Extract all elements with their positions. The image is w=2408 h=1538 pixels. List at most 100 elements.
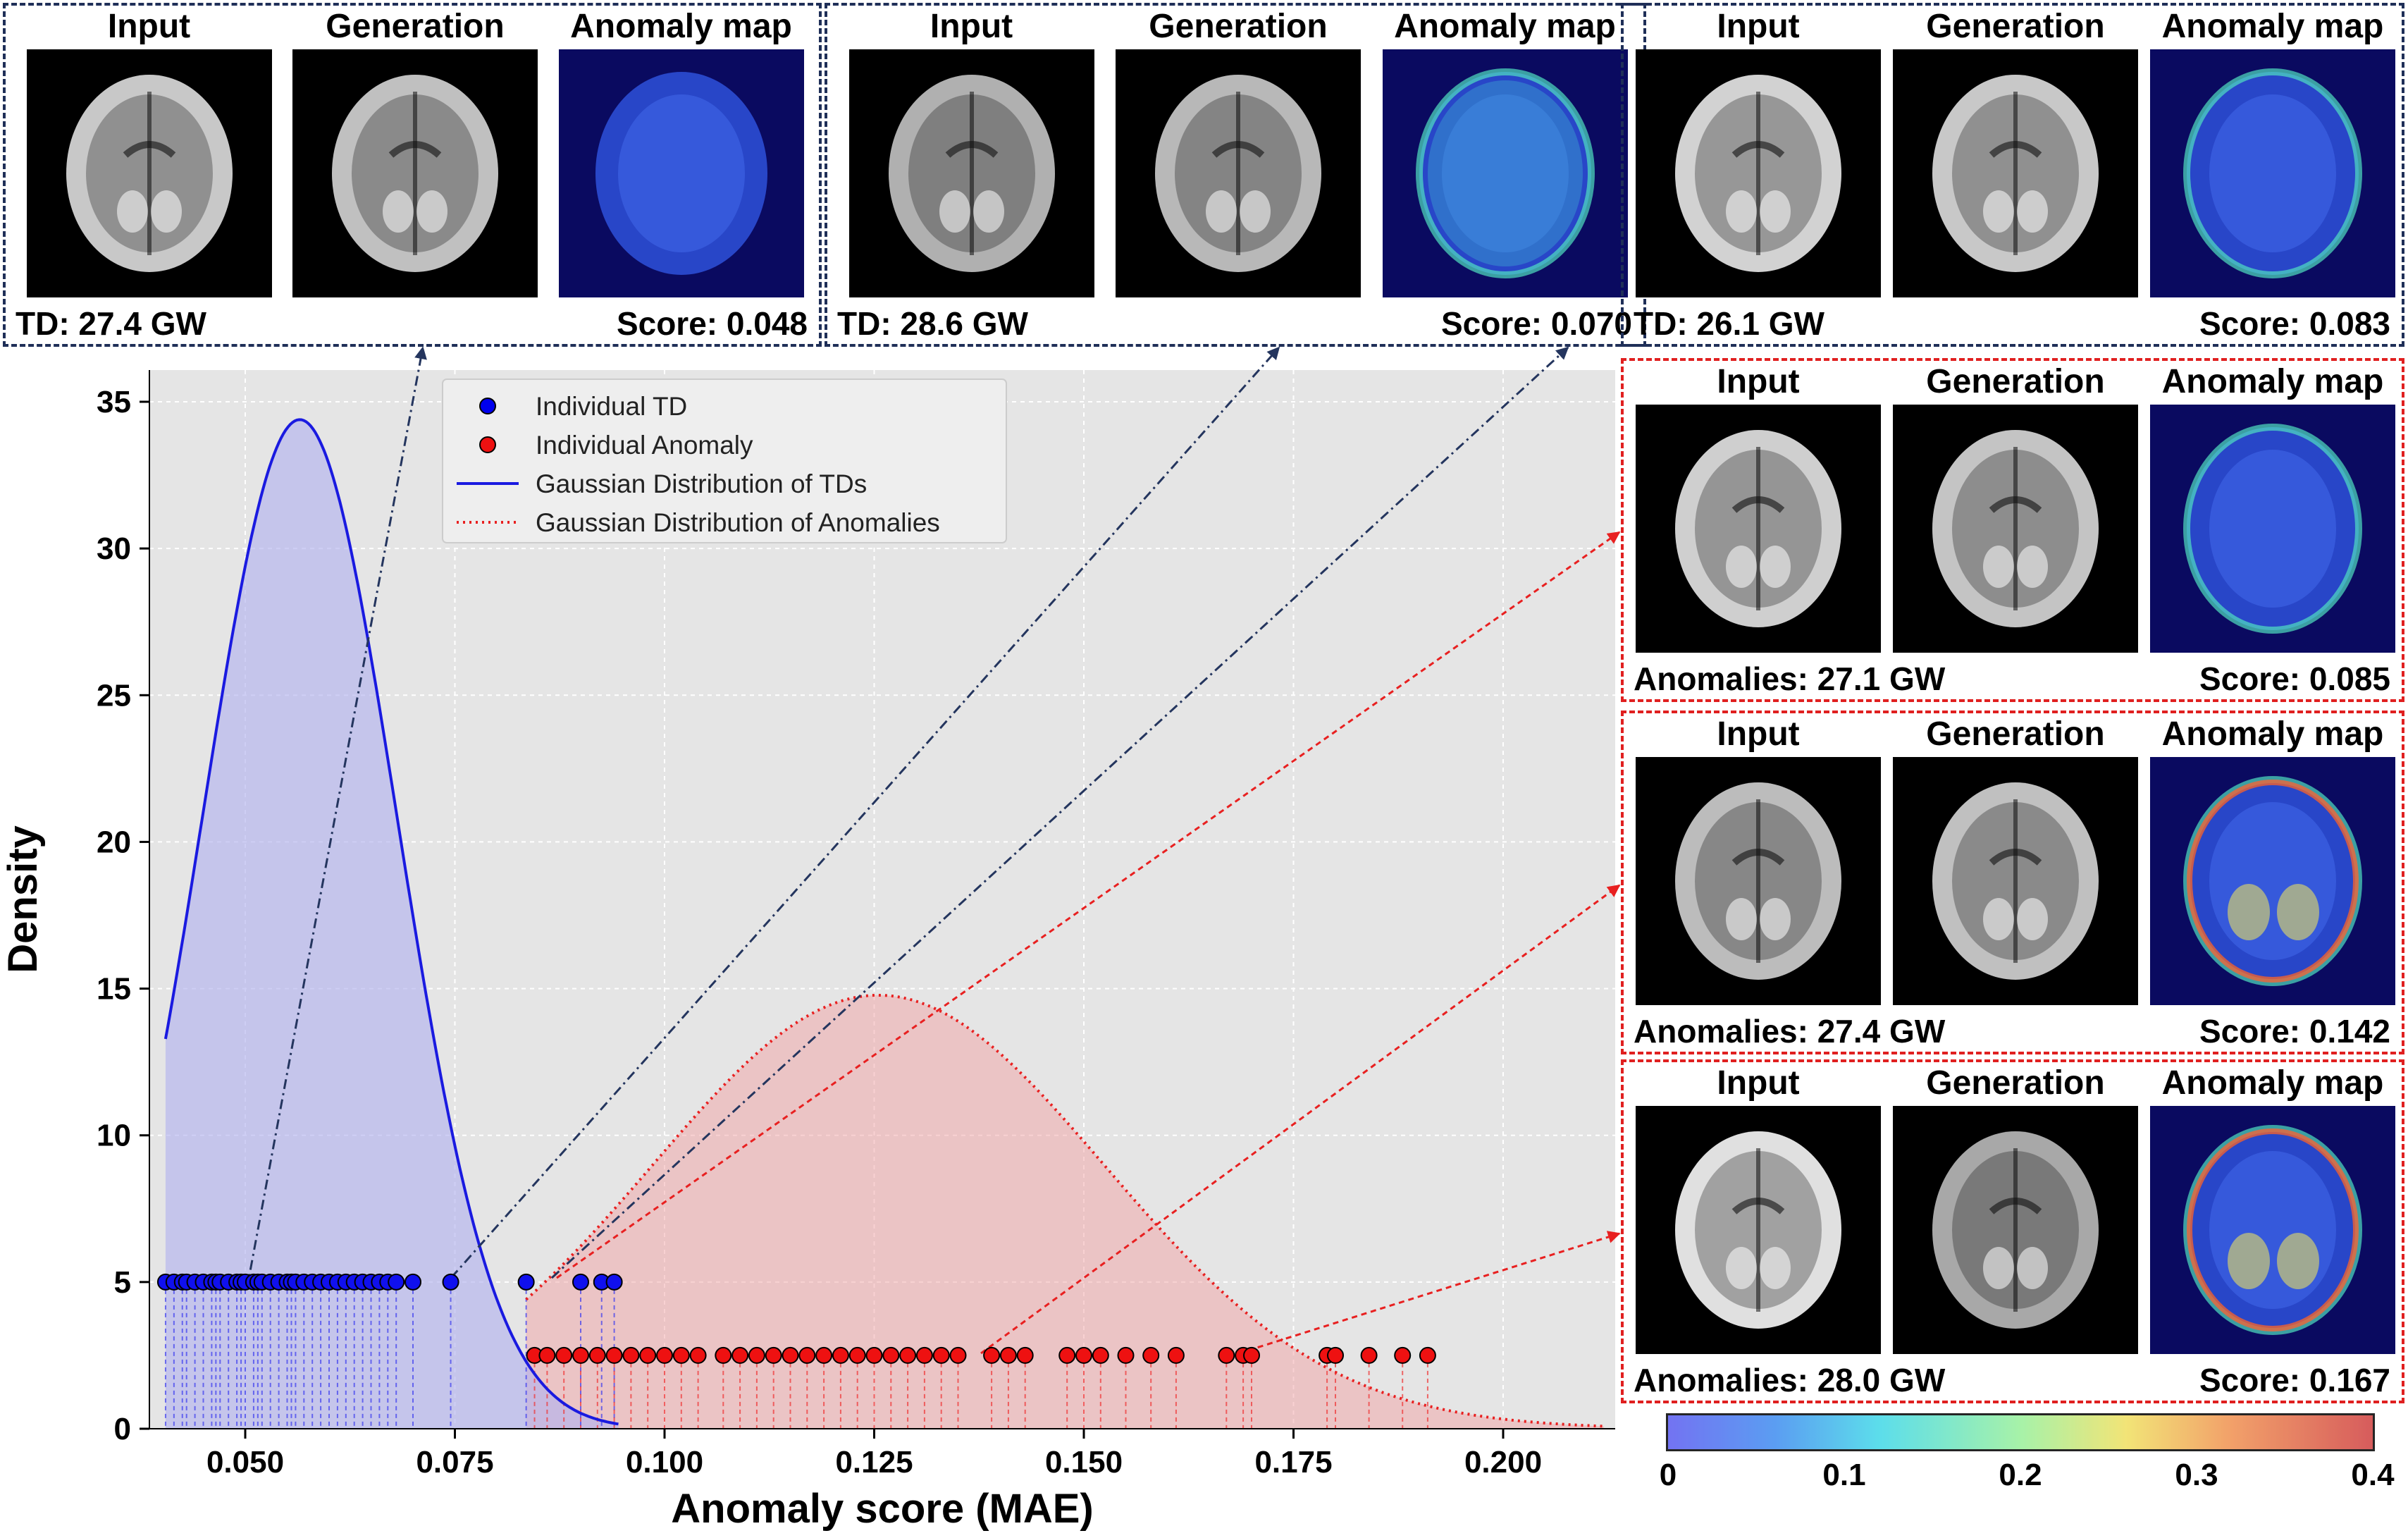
panel-column-title: Anomaly map: [570, 8, 792, 45]
anomaly-point: [949, 1346, 967, 1364]
x-tick-label: 0.075: [416, 1445, 493, 1479]
anomaly-point: [882, 1346, 900, 1364]
anomaly-map-image: [1382, 49, 1628, 297]
panel-caption: Anomalies: 28.0 GW: [1634, 1362, 1946, 1398]
anomaly-point: [932, 1346, 950, 1364]
y-tick-label: 25: [97, 678, 131, 713]
anomaly-gaussian-curve: [525, 993, 1604, 1428]
panel-caption: TD: 27.4 GW: [16, 305, 206, 342]
anomaly-point: [1218, 1346, 1235, 1364]
anomaly-map-image: [2150, 757, 2395, 1005]
legend-label: Individual Anomaly: [536, 431, 753, 460]
panel-column-title: Anomaly map: [2161, 715, 2384, 753]
td-gaussian-curve: [163, 418, 619, 1426]
panel-td3: Input Generation Anomaly map TD: 26.1 GW Sco…: [1621, 3, 2404, 347]
panel-score: Score: 0.085: [2199, 660, 2390, 697]
anomaly-point: [815, 1346, 833, 1364]
anomaly-point: [1167, 1346, 1185, 1364]
panel-column-title: Generation: [1926, 715, 2105, 753]
colorbar-tick-label: 0.3: [2175, 1458, 2218, 1492]
y-tick-label: 10: [97, 1119, 131, 1153]
y-tick-label: 0: [114, 1412, 131, 1446]
anomaly-point: [999, 1346, 1017, 1364]
input-image: [1636, 757, 1881, 1005]
anomaly-connector-arrow: [1238, 1231, 1621, 1355]
anomaly-point: [1117, 1346, 1135, 1364]
anomaly-point: [639, 1346, 657, 1364]
x-tick-label: 0.050: [206, 1445, 284, 1479]
anomaly-point: [572, 1346, 589, 1364]
generation-image: [1893, 49, 2138, 297]
panel-column-title: Generation: [1926, 8, 2105, 45]
anomaly-point: [689, 1346, 707, 1364]
anomaly-point: [715, 1346, 732, 1364]
anomaly-point: [765, 1346, 782, 1364]
anomaly-map-image: [2150, 49, 2395, 297]
anomaly-point: [1075, 1346, 1092, 1364]
anomaly-point: [1394, 1346, 1412, 1364]
y-tick-label: 5: [114, 1265, 131, 1300]
anomaly-point: [1243, 1346, 1260, 1364]
y-axis-label: Density: [0, 825, 46, 973]
panel-td2: Input Generation Anomaly map TD: 28.6 GW Sco…: [825, 3, 1646, 347]
generation-image: [1116, 49, 1361, 297]
panel-score: Score: 0.083: [2199, 305, 2390, 342]
panel-column-title: Anomaly map: [2161, 363, 2384, 400]
anomaly-point: [622, 1346, 640, 1364]
input-image: [1636, 405, 1881, 653]
anomaly-map-image: [2150, 405, 2395, 653]
x-axis-label: Anomaly score (MAE): [671, 1486, 1093, 1532]
input-image: [1636, 49, 1881, 297]
legend-label: Individual TD: [536, 392, 687, 421]
colorbar-tick-label: 0.4: [2351, 1458, 2395, 1492]
panel-column-title: Anomaly map: [1394, 8, 1616, 45]
td-point: [405, 1273, 421, 1291]
td-point: [517, 1273, 535, 1291]
colorbar: [1666, 1413, 2375, 1451]
anomaly-point: [656, 1346, 673, 1364]
panel-score: Score: 0.048: [616, 305, 808, 342]
panel-score: Score: 0.070: [1440, 305, 1632, 342]
anomaly-point: [832, 1346, 849, 1364]
y-tick-label: 15: [97, 972, 131, 1007]
panel-column-title: Generation: [1926, 1064, 2105, 1102]
td-point: [388, 1273, 405, 1291]
anomaly-point: [899, 1346, 917, 1364]
anomaly-point: [1092, 1346, 1109, 1364]
panel-column-title: Generation: [326, 8, 505, 45]
anomaly-map-image: [2150, 1106, 2395, 1354]
panel-column-title: Input: [1717, 715, 1800, 753]
anomaly-point: [588, 1346, 606, 1364]
panel-score: Score: 0.167: [2199, 1362, 2390, 1398]
anomaly-connector-arrow: [980, 884, 1621, 1355]
td-connector-arrow: [245, 346, 427, 1291]
anomaly-point: [983, 1346, 1001, 1364]
generation-image: [292, 49, 538, 297]
legend-box: [442, 379, 1007, 543]
y-tick-label: 20: [97, 825, 131, 859]
panel-column-title: Generation: [1149, 8, 1328, 45]
x-tick-label: 0.200: [1464, 1445, 1542, 1479]
anomaly-point: [538, 1346, 556, 1364]
anomaly-point: [672, 1346, 690, 1364]
panel-an1: Input Generation Anomaly map Anomalies: 27.…: [1621, 358, 2404, 702]
distribution-curves: [163, 418, 1604, 1428]
legend-marker: [479, 398, 496, 414]
y-tick-label: 35: [97, 385, 131, 419]
y-tick-label: 30: [97, 531, 131, 566]
legend-label: Gaussian Distribution of TDs: [536, 469, 867, 498]
x-tick-label: 0.175: [1254, 1445, 1332, 1479]
anomaly-point: [605, 1346, 623, 1364]
legend-label: Gaussian Distribution of Anomalies: [536, 508, 940, 537]
generation-image: [1893, 757, 2138, 1005]
anomaly-point: [1016, 1346, 1034, 1364]
input-image: [1636, 1106, 1881, 1354]
legend-marker: [479, 436, 496, 453]
anomaly-point: [1360, 1346, 1378, 1364]
distribution-fills: [165, 419, 1604, 1429]
data-points: [156, 1273, 1436, 1364]
td-connector-arrow: [450, 346, 1280, 1279]
panel-column-title: Input: [107, 8, 191, 45]
anomaly-point: [782, 1346, 799, 1364]
anomaly-point: [555, 1346, 573, 1364]
